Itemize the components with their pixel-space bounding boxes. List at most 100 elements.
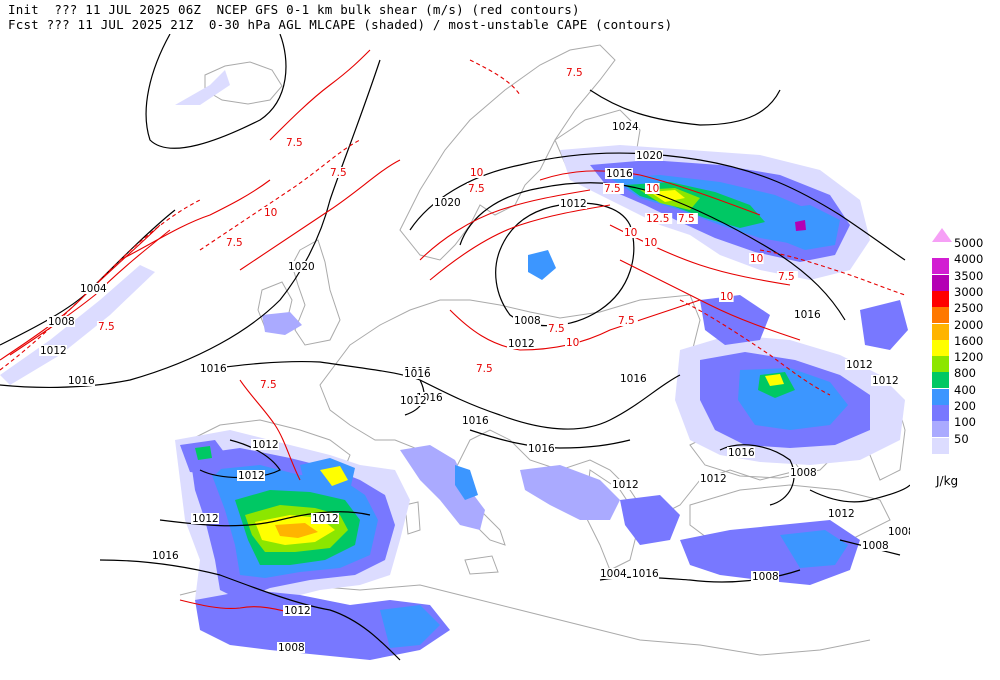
isobar-label-bg xyxy=(527,443,555,454)
isobar-line xyxy=(199,439,281,479)
legend-swatch xyxy=(932,356,949,373)
shear-label-bg xyxy=(475,363,496,374)
shear-label: 10 xyxy=(644,237,657,249)
shear-label-bg xyxy=(603,183,624,194)
shear-label-bg xyxy=(623,227,638,238)
isobar-label-bg xyxy=(611,121,639,132)
shear-label-bg xyxy=(645,213,673,224)
cape-france-1200 xyxy=(320,466,348,486)
shear-label-bg xyxy=(469,167,484,178)
isobar-label: 1008 xyxy=(278,642,305,654)
shear-label: 10 xyxy=(566,337,579,349)
legend-swatch xyxy=(932,405,949,421)
isobar-label-bg xyxy=(699,473,727,484)
legend-arrow-icon xyxy=(932,228,952,242)
cape-greece-200 xyxy=(620,495,680,545)
shear-label-bg xyxy=(677,213,698,224)
isobar-label: 1016 xyxy=(68,375,95,387)
shear-label-bg xyxy=(97,321,118,332)
legend-label: 800 xyxy=(954,366,976,381)
isobar-label-bg xyxy=(871,375,899,386)
shear-label: 7.5 xyxy=(286,137,303,149)
legend-swatch xyxy=(932,258,949,275)
shear-line xyxy=(239,159,401,271)
coast-scandinavia xyxy=(399,44,616,261)
shear-line xyxy=(619,259,801,341)
legend-swatch xyxy=(932,437,949,454)
cape-italy-200 xyxy=(400,445,485,530)
cape-east-200 xyxy=(700,295,770,345)
shear-label-bg xyxy=(777,271,798,282)
cape-nafrica-200 xyxy=(195,590,450,660)
legend-swatch xyxy=(932,323,949,340)
shear-label-bg xyxy=(719,291,734,302)
isobar-label: 1016 xyxy=(404,368,431,380)
legend-swatch xyxy=(932,307,949,324)
legend-label: 400 xyxy=(954,382,976,397)
shear-label: 10 xyxy=(624,227,637,239)
legend-label: 1200 xyxy=(954,350,984,365)
isobar-label-bg xyxy=(605,168,633,179)
shear-line xyxy=(679,299,831,396)
isobar-label-bg xyxy=(789,467,817,478)
shear-label: 12.5 xyxy=(646,213,669,225)
shear-label-bg xyxy=(749,253,764,264)
isobar-label-bg xyxy=(635,150,663,161)
isobar-label-bg xyxy=(507,338,535,349)
isobar-label-bg xyxy=(399,395,427,406)
isobar-label-bg xyxy=(277,642,305,653)
isobar-line xyxy=(145,34,287,149)
shear-line xyxy=(239,379,301,481)
shear-label: 7.5 xyxy=(468,183,485,195)
cape-iberia-2000 xyxy=(275,523,318,538)
cape-turkey-400 xyxy=(780,530,848,568)
shear-label: 7.5 xyxy=(678,213,695,225)
shear-line xyxy=(199,139,361,251)
isobar-label-bg xyxy=(67,375,95,386)
isobar-label: 1012 xyxy=(400,395,427,407)
isobar-label: 1016 xyxy=(200,363,227,375)
isobar-label-bg xyxy=(237,470,265,481)
shear-label: 7.5 xyxy=(618,315,635,327)
shear-label: 7.5 xyxy=(330,167,347,179)
isobar-label-bg xyxy=(433,197,461,208)
legend-label: 1600 xyxy=(954,333,984,348)
isobar-label: 1008 xyxy=(862,540,889,552)
shear-label: 7.5 xyxy=(98,321,115,333)
cape-baltic-400 xyxy=(528,250,556,280)
isobar-label: 1004 xyxy=(80,283,107,295)
isobar-label: 1008 xyxy=(514,315,541,327)
isobar-label: 1012 xyxy=(700,473,727,485)
isobar-label-bg xyxy=(631,568,659,579)
shear-label-bg xyxy=(617,315,638,326)
cape-caspian-200 xyxy=(860,300,908,350)
cape-nafrica-400 xyxy=(380,605,440,648)
legend-label: 4000 xyxy=(954,252,984,267)
isobar-label: 1012 xyxy=(284,605,311,617)
isobar-label-bg xyxy=(287,261,315,272)
isobar-label-bg xyxy=(251,439,279,450)
isobar-label: 1016 xyxy=(462,415,489,427)
shear-line xyxy=(0,224,161,361)
shear-line xyxy=(119,179,271,261)
isobar-label: 1016 xyxy=(606,168,633,180)
isobar-label-bg xyxy=(79,283,107,294)
isobar-line xyxy=(409,152,906,261)
isobar-line xyxy=(809,484,910,503)
isobar-label-bg xyxy=(191,513,219,524)
shear-label: 7.5 xyxy=(548,323,565,335)
cape-britain-200 xyxy=(262,312,302,335)
legend-label: 2000 xyxy=(954,317,984,332)
shear-label: 7.5 xyxy=(476,363,493,375)
isobar-label: 1008 xyxy=(790,467,817,479)
isobar-label-bg xyxy=(727,447,755,458)
isobar-label-bg xyxy=(827,508,855,519)
shear-label: 10 xyxy=(720,291,733,303)
isobar-label-bg xyxy=(599,568,627,579)
shear-label-bg xyxy=(565,67,586,78)
isobar-label: 1012 xyxy=(560,198,587,210)
isobar-line xyxy=(495,202,635,327)
isobar-label: 1016 xyxy=(728,447,755,459)
legend-label: 100 xyxy=(954,415,976,430)
isobar-label-bg xyxy=(845,359,873,370)
